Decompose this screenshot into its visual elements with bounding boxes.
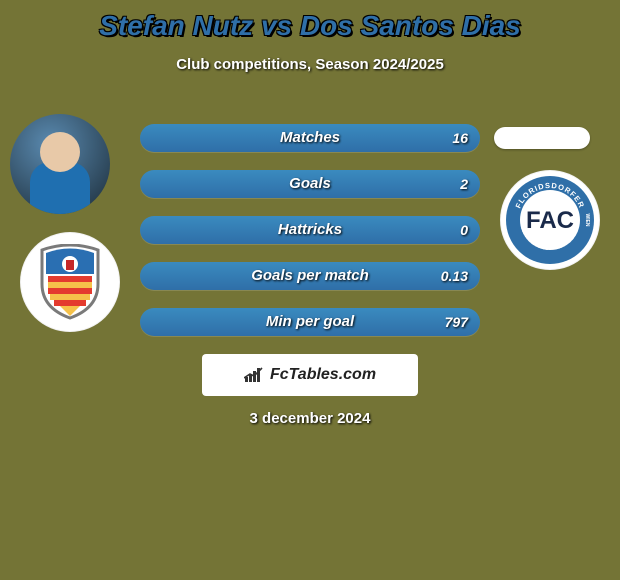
player-avatar [10,114,110,214]
stat-row: Hattricks0 [140,216,480,244]
stats-panel: Matches16 Goals2 Hattricks0 Goals per match… [140,124,480,354]
club-badge-icon: FLORIDSDORFER ATHLETIKSPORT-CLUB FAC WIE… [504,174,596,266]
brand-label: FcTables.com [270,366,376,384]
stat-value: 16 [452,124,468,152]
stat-value: 0 [460,216,468,244]
right-player-pill [494,127,590,149]
svg-text:FAC: FAC [526,207,574,234]
stat-value: 0.13 [441,262,468,290]
stat-label: Goals per match [140,262,480,290]
right-club-badge: FLORIDSDORFER ATHLETIKSPORT-CLUB FAC WIE… [500,170,600,270]
stat-value: 797 [445,308,468,336]
shield-icon [38,244,102,320]
stat-label: Matches [140,124,480,152]
brand-watermark[interactable]: FcTables.com [202,354,418,396]
left-club-badge [20,232,120,332]
bar-chart-icon [244,367,264,383]
date-label: 3 december 2024 [0,410,620,427]
stat-row: Goals2 [140,170,480,198]
stat-value: 2 [460,170,468,198]
stat-label: Goals [140,170,480,198]
svg-text:WIEN: WIEN [584,213,590,226]
stat-label: Min per goal [140,308,480,336]
stat-row: Min per goal797 [140,308,480,336]
subtitle: Club competitions, Season 2024/2025 [0,56,620,73]
page-title: Stefan Nutz vs Dos Santos Dias [0,0,620,42]
stat-row: Matches16 [140,124,480,152]
stat-row: Goals per match0.13 [140,262,480,290]
stat-label: Hattricks [140,216,480,244]
